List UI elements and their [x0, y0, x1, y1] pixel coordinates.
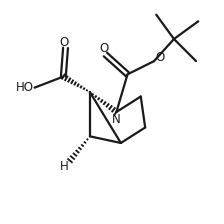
- Text: HO: HO: [16, 81, 34, 94]
- Text: O: O: [156, 51, 165, 64]
- Text: N: N: [112, 113, 121, 126]
- Text: H: H: [60, 160, 69, 173]
- Text: O: O: [100, 42, 109, 55]
- Text: O: O: [60, 36, 69, 49]
